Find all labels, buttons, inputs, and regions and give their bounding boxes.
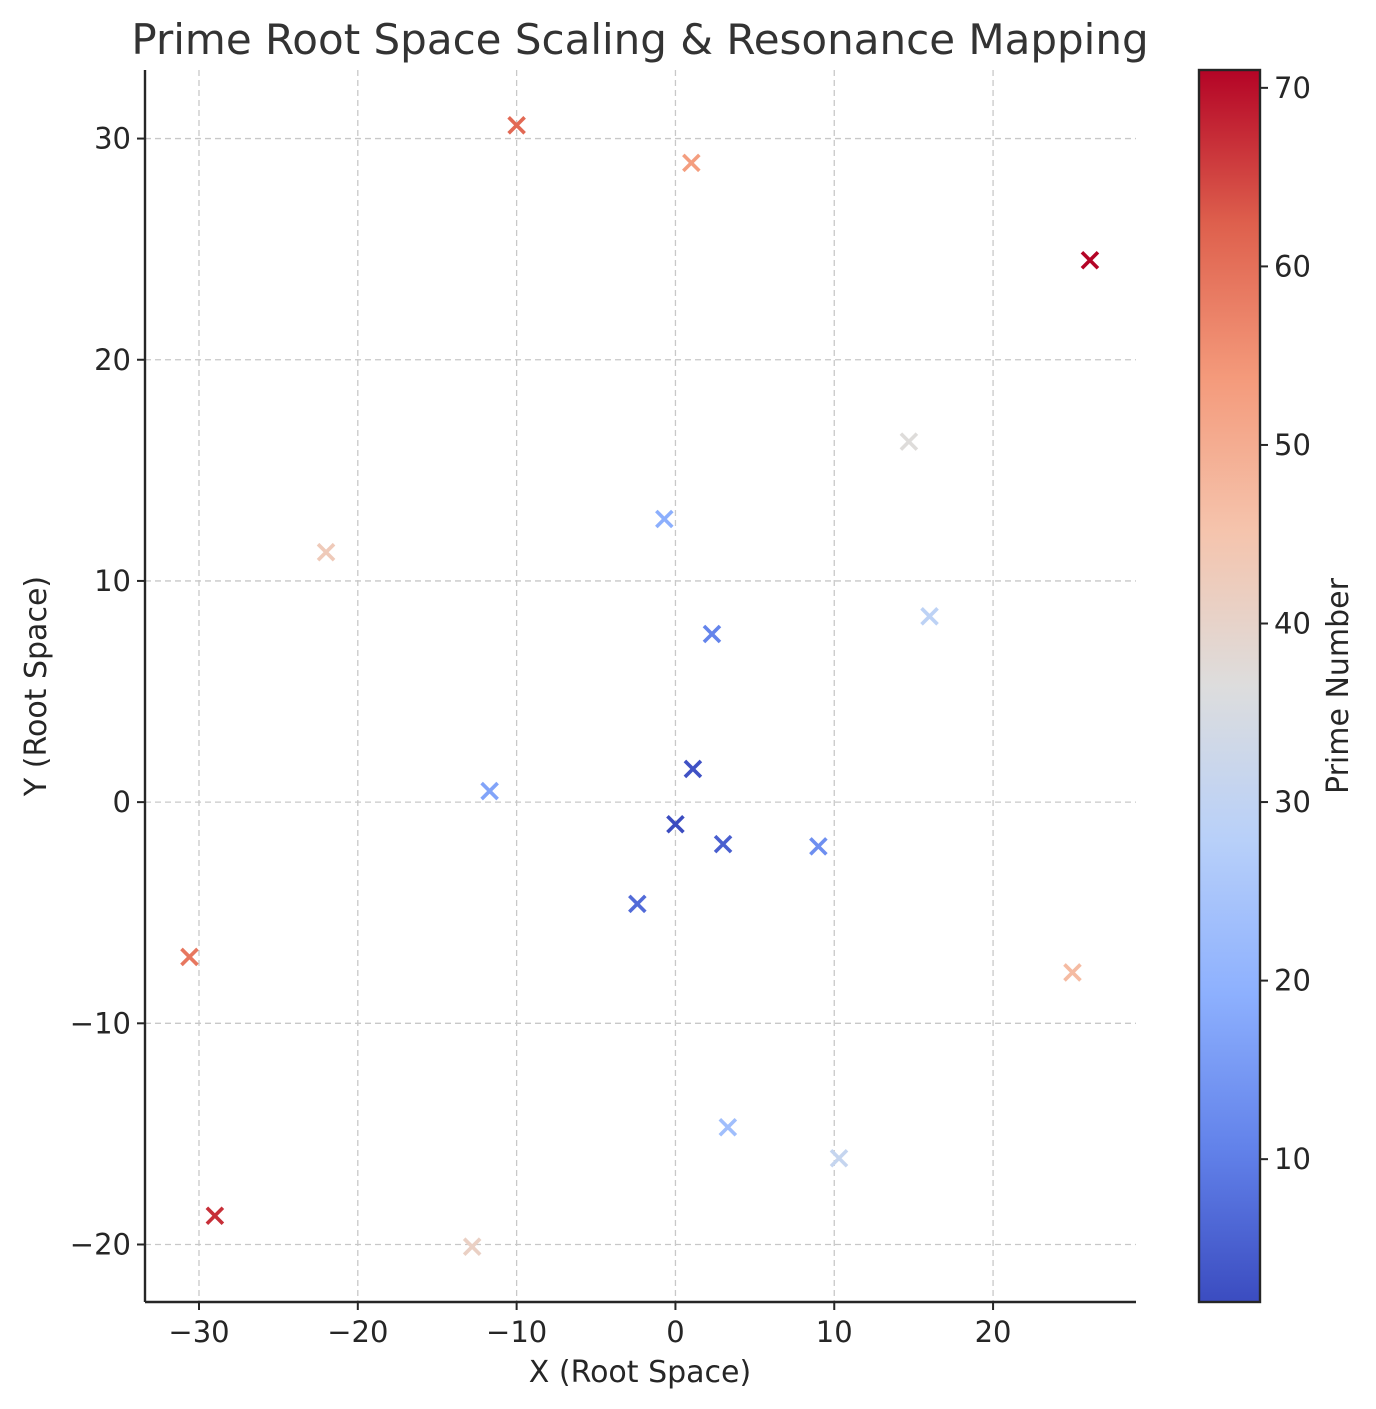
colorbar-tick-label: 50 <box>1274 428 1311 462</box>
x-tick-label: −30 <box>168 1315 229 1349</box>
axes: −30 −20 −10 0 10 20 −20 −10 0 10 20 30 <box>70 70 1136 1349</box>
colorbar-tick-label: 60 <box>1274 249 1311 283</box>
grid <box>145 70 1136 1302</box>
data-point <box>713 834 733 854</box>
data-point-stroke <box>1080 250 1100 270</box>
colorbar-gradient <box>1199 70 1260 1302</box>
data-point <box>205 1206 225 1226</box>
data-point <box>480 781 499 801</box>
data-point-stroke <box>713 834 733 854</box>
data-point-stroke <box>809 837 828 856</box>
data-point <box>899 432 919 451</box>
y-tick-label: −10 <box>70 1006 131 1040</box>
y-tick-label: 10 <box>94 564 131 598</box>
data-point <box>180 947 199 967</box>
colorbar-tick-label: 20 <box>1274 964 1311 998</box>
colorbar-tick-label: 40 <box>1274 607 1311 641</box>
data-point <box>666 814 685 834</box>
colorbar-tick-label: 10 <box>1274 1142 1311 1176</box>
data-point <box>683 759 703 779</box>
data-point-stroke <box>718 1117 738 1137</box>
data-point <box>718 1117 738 1137</box>
data-point <box>462 1237 482 1256</box>
data-point-stroke <box>180 947 199 967</box>
data-point-stroke <box>702 624 722 644</box>
colorbar-tick-label: 30 <box>1274 785 1311 819</box>
y-tick-label: 0 <box>113 785 131 819</box>
y-tick-label: 20 <box>94 343 131 377</box>
colorbar-label: Prime Number <box>1321 577 1356 794</box>
colorbar-tick-label: 70 <box>1274 71 1311 105</box>
data-point <box>829 1148 849 1168</box>
y-tick-label: 30 <box>94 122 131 156</box>
data-points <box>180 116 1100 1256</box>
x-tick-label: 20 <box>975 1315 1012 1349</box>
data-point <box>1063 963 1082 982</box>
data-point <box>682 153 701 173</box>
x-tick-label: 0 <box>666 1315 684 1349</box>
chart-title: Prime Root Space Scaling & Resonance Map… <box>131 15 1148 64</box>
data-point <box>1080 250 1100 270</box>
data-point <box>809 837 828 856</box>
x-tick-label: 10 <box>816 1315 853 1349</box>
y-tick-label: −20 <box>70 1227 131 1261</box>
data-point-stroke <box>480 781 499 801</box>
x-axis-label: X (Root Space) <box>529 1355 751 1390</box>
data-point-stroke <box>683 759 703 779</box>
data-point-stroke <box>655 509 674 529</box>
data-point <box>920 607 939 626</box>
data-point-stroke <box>829 1148 849 1168</box>
data-point-stroke <box>205 1206 225 1226</box>
x-tick-label: −10 <box>486 1315 547 1349</box>
data-point-stroke <box>666 814 685 834</box>
data-point <box>655 509 674 529</box>
data-point <box>507 116 526 135</box>
data-point-stroke <box>1063 963 1082 982</box>
data-point-stroke <box>899 432 919 451</box>
data-point-stroke <box>462 1237 482 1256</box>
data-point-stroke <box>628 894 647 914</box>
x-tick-label: −20 <box>327 1315 388 1349</box>
data-point-stroke <box>920 607 939 626</box>
data-point-stroke <box>316 542 336 562</box>
data-point-stroke <box>507 116 526 135</box>
data-point <box>316 542 336 562</box>
colorbar-frame <box>1197 68 1262 1304</box>
y-axis-label: Y (Root Space) <box>19 576 54 797</box>
data-point <box>628 894 647 914</box>
data-point-stroke <box>682 153 701 173</box>
data-point <box>702 624 722 644</box>
colorbar: 10 20 30 40 50 60 70 <box>1197 68 1311 1304</box>
